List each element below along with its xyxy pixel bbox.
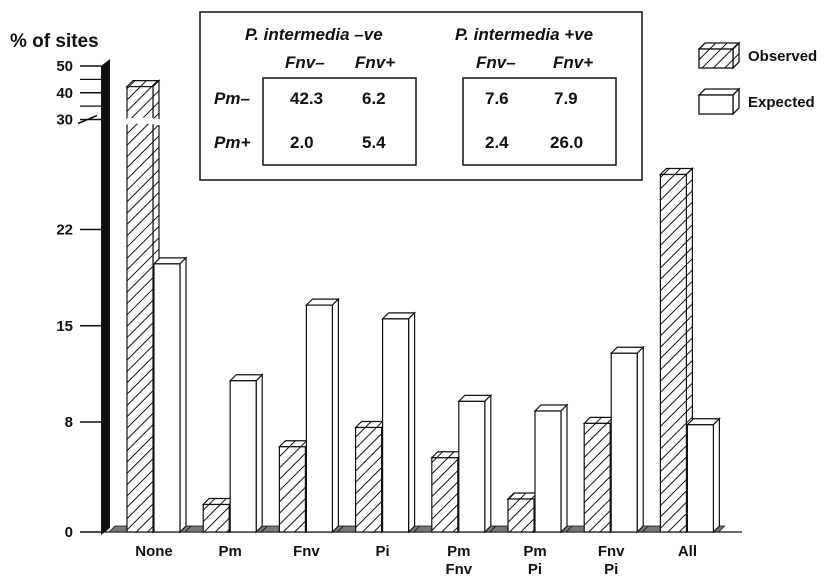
row-label: Pm– xyxy=(214,89,250,108)
bar-front-face xyxy=(583,422,611,533)
x-category-label: All xyxy=(678,543,697,560)
bar-expected-5 xyxy=(533,403,569,534)
bar-front-face xyxy=(355,426,383,533)
bar-side-face xyxy=(255,373,263,534)
group-title-pos: P. intermedia +ve xyxy=(455,25,593,44)
col-header: Fnv+ xyxy=(355,53,395,72)
bar-expected-0 xyxy=(152,256,188,534)
x-category-label: Fnv xyxy=(293,543,320,560)
bar-front-face xyxy=(202,503,230,533)
col-header: Fnv– xyxy=(285,53,325,72)
inset-table: P. intermedia –ve P. intermedia +ve Fnv–… xyxy=(199,11,643,181)
y-tick-label: 40 xyxy=(56,85,73,102)
bar-front-face xyxy=(686,424,715,533)
legend: Observed Expected xyxy=(697,41,817,116)
bar-front-face xyxy=(278,446,306,533)
group-title-neg: P. intermedia –ve xyxy=(245,25,383,44)
bar-expected-6 xyxy=(609,345,645,534)
bar-expected-3 xyxy=(381,311,417,534)
x-category-label: Pm xyxy=(523,543,546,560)
y-tick-label: 15 xyxy=(56,318,73,335)
x-category-label: None xyxy=(135,543,173,560)
bar-side-face xyxy=(560,403,568,534)
table-cell: 42.3 xyxy=(290,89,323,108)
table-cell: 6.2 xyxy=(362,89,386,108)
y-tick-label: 8 xyxy=(65,414,73,431)
svg-text:Observed: Observed xyxy=(748,48,817,65)
y-tick-label: 30 xyxy=(56,112,73,129)
legend-expected: Expected xyxy=(697,87,815,116)
x-category-label: Fnv xyxy=(598,543,625,560)
svg-text:Expected: Expected xyxy=(748,94,815,111)
bar-side-face xyxy=(408,311,416,534)
bar-front-face xyxy=(659,173,688,533)
y-axis xyxy=(101,59,110,535)
axis-break-mark xyxy=(77,114,98,125)
x-category-label: Fnv xyxy=(445,561,472,578)
bar-front-face xyxy=(431,457,459,533)
y-tick-label: 50 xyxy=(56,58,73,75)
y-tick-label: 0 xyxy=(65,524,73,541)
bar-front-face xyxy=(458,400,486,533)
table-cell: 7.6 xyxy=(485,89,509,108)
bar-front-face xyxy=(126,85,154,533)
bar-front-face xyxy=(229,380,257,533)
bar-expected-2 xyxy=(304,297,340,534)
y-tick-label: 22 xyxy=(56,222,73,239)
table-cell: 26.0 xyxy=(550,133,583,152)
x-category-label: Pi xyxy=(376,543,390,560)
bar-front-face xyxy=(305,304,333,533)
bar-expected-7 xyxy=(685,417,721,534)
bar-side-face xyxy=(331,297,339,534)
x-category-label: Pm xyxy=(219,543,242,560)
bar-front-face xyxy=(507,498,535,533)
x-category-label: Pi xyxy=(528,561,542,578)
row-label: Pm+ xyxy=(214,133,250,152)
table-cell: 2.0 xyxy=(290,133,314,152)
bar-front-face xyxy=(534,410,562,533)
table-cell: 5.4 xyxy=(362,133,386,152)
x-category-label: Pi xyxy=(604,561,618,578)
y-axis-label: % of sites xyxy=(10,31,99,52)
table-cell: 7.9 xyxy=(554,89,578,108)
bar-expected-4 xyxy=(457,393,493,534)
bar-front-face xyxy=(610,352,638,533)
x-category-label: Pm xyxy=(447,543,470,560)
bar-side-face xyxy=(484,393,492,534)
bar-front-face xyxy=(382,318,410,533)
table-cell: 2.4 xyxy=(485,133,509,152)
bar-side-face xyxy=(179,256,187,534)
legend-observed: Observed xyxy=(697,41,817,70)
col-header: Fnv– xyxy=(476,53,516,72)
bar-side-face xyxy=(636,345,644,534)
bar-side-face xyxy=(712,417,721,534)
bar-expected-1 xyxy=(228,373,264,534)
col-header: Fnv+ xyxy=(553,53,593,72)
bar-front-face xyxy=(153,263,181,533)
bar-break-gap xyxy=(112,117,170,128)
